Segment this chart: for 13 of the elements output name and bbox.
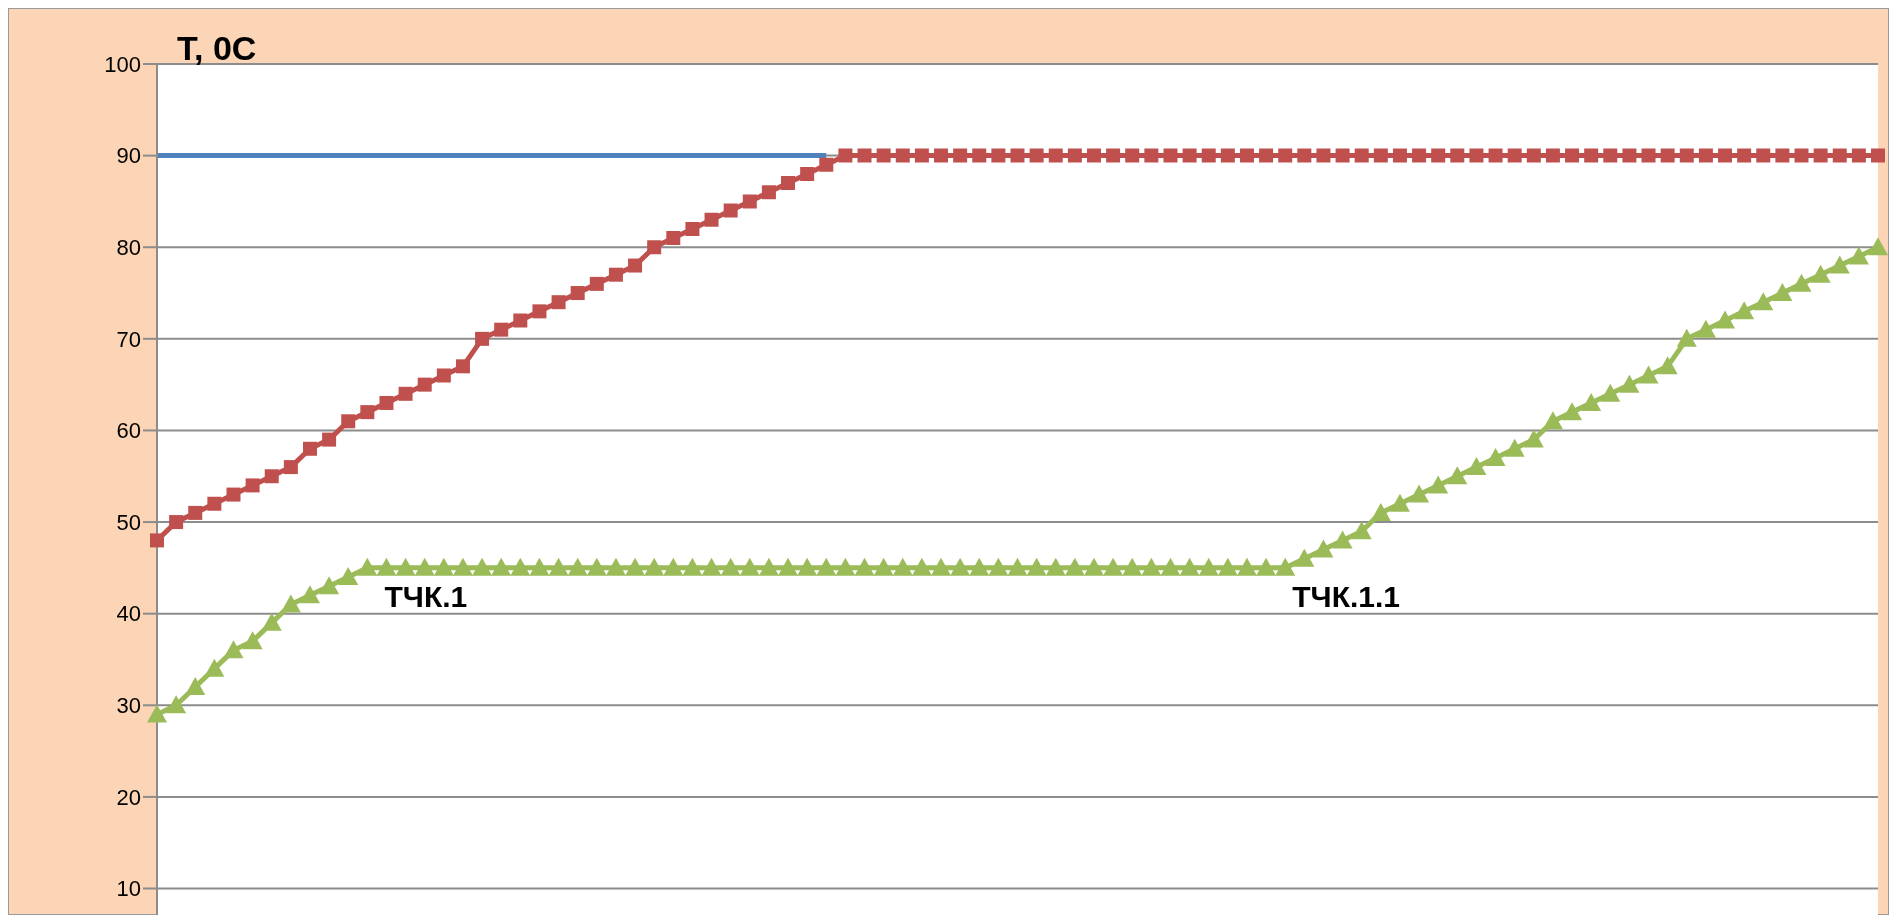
y-tick-label: 60: [116, 418, 141, 444]
y-tick-label: 100: [104, 51, 141, 77]
y-tick-label: 20: [116, 784, 141, 810]
y-tick-label: 80: [116, 235, 141, 261]
y-tick-label: 40: [116, 601, 141, 627]
y-axis-title: T, 0C: [177, 29, 257, 68]
y-tick-label: 50: [116, 509, 141, 535]
y-tick-label: 30: [116, 693, 141, 719]
y-tick-label: 90: [116, 143, 141, 169]
annotation: ТЧК.1: [384, 579, 468, 614]
y-tick-label: 10: [116, 876, 141, 902]
y-tick-label: 70: [116, 326, 141, 352]
annotation: ТЧК.1.1: [1292, 579, 1401, 614]
